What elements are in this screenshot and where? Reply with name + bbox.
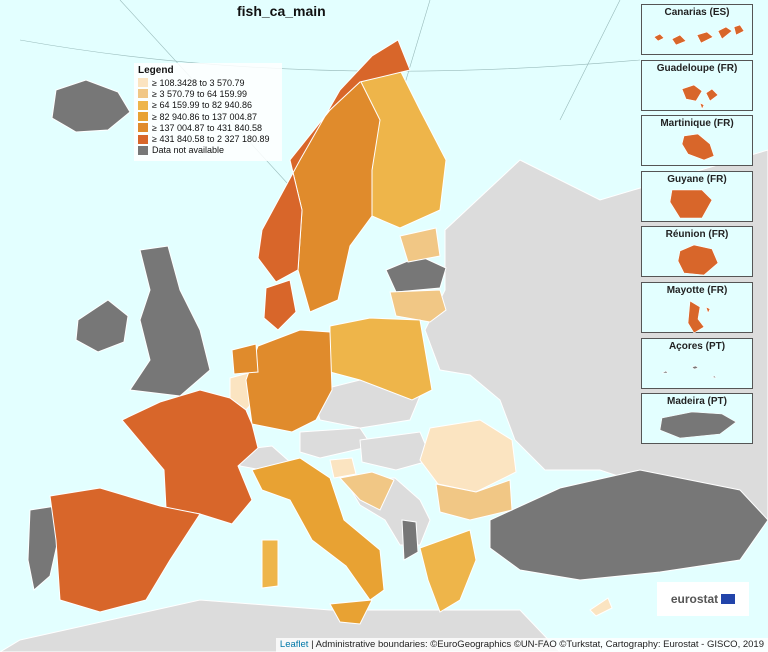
legend-swatch [138, 112, 148, 122]
inset-shape [681, 133, 715, 161]
hungary [359, 431, 433, 471]
class2-countries [339, 227, 513, 521]
inset-map[interactable]: Réunion (FR) [641, 226, 753, 278]
greece [419, 529, 477, 613]
legend-item: Data not available [138, 145, 278, 156]
cyprus [589, 597, 613, 617]
attribution-text: | Administrative boundaries: ©EuroGeogra… [308, 639, 764, 650]
inset-title: Mayotte (FR) [666, 285, 728, 296]
legend-item: ≥ 3 570.79 to 64 159.99 [138, 88, 278, 99]
italy [251, 457, 385, 601]
leaflet-link[interactable]: Leaflet [279, 639, 309, 650]
inset-map[interactable]: Martinique (FR) [641, 115, 753, 167]
iceland [51, 79, 131, 133]
legend-swatch [138, 78, 148, 88]
inset-map[interactable]: Guyane (FR) [641, 170, 753, 222]
legend: Legend ≥ 108.3428 to 3 570.79 ≥ 3 570.79 … [134, 63, 282, 161]
turkey [489, 469, 768, 581]
sardinia-corsica [261, 539, 279, 589]
inset-title: Martinique (FR) [660, 118, 734, 130]
legend-label: Data not available [152, 145, 225, 156]
inset-map[interactable]: Madeira (PT) [641, 393, 753, 445]
inset-title: Canarias (ES) [664, 7, 730, 18]
inset-shape [687, 300, 711, 333]
inset-title: Madeira (PT) [666, 396, 727, 408]
class3-countries [261, 69, 477, 613]
no-data-countries [27, 79, 768, 591]
spain [49, 487, 201, 613]
germany [245, 329, 333, 433]
class6-countries [49, 39, 411, 613]
estonia [399, 227, 441, 263]
legend-swatch [138, 134, 148, 144]
croatia [339, 471, 395, 511]
legend-swatch [138, 145, 148, 155]
inset-shape [659, 411, 737, 439]
eurostat-logo-text: eurostat [670, 592, 719, 606]
legend-title: Legend [138, 65, 174, 76]
class4-countries [251, 457, 385, 625]
attribution: Leaflet | Administrative boundaries: ©Eu… [275, 638, 768, 652]
latvia [385, 255, 447, 293]
netherlands [231, 343, 259, 375]
legend-swatch [138, 89, 148, 99]
slovenia [329, 457, 357, 479]
sweden [289, 79, 381, 313]
france [121, 389, 259, 525]
sicily [329, 599, 373, 625]
inset-map[interactable]: Mayotte (FR) [641, 282, 753, 333]
legend-item: ≥ 82 940.86 to 137 004.87 [138, 111, 278, 122]
inset-title: Réunion (FR) [665, 229, 729, 241]
legend-swatch [138, 123, 148, 133]
legend-label: ≥ 108.3428 to 3 570.79 [152, 77, 245, 88]
poland [329, 317, 433, 401]
romania [419, 419, 517, 493]
legend-label: ≥ 431 840.58 to 2 327 180.89 [152, 134, 270, 145]
denmark [263, 279, 297, 331]
inset-shape [661, 365, 717, 379]
inset-map[interactable]: Guadeloupe (FR) [641, 59, 753, 111]
legend-swatch [138, 100, 148, 110]
inset-title: Guadeloupe (FR) [656, 62, 738, 74]
bulgaria [435, 479, 513, 521]
inset-title: Açores (PT) [668, 340, 726, 352]
legend-item: ≥ 431 840.58 to 2 327 180.89 [138, 133, 278, 144]
lithuania [389, 289, 447, 323]
uk [129, 245, 211, 397]
inset-shape [677, 245, 719, 276]
legend-label: ≥ 64 159.99 to 82 940.86 [152, 100, 253, 111]
legend-label: ≥ 82 940.86 to 137 004.87 [152, 111, 258, 122]
legend-label: ≥ 3 570.79 to 64 159.99 [152, 88, 248, 99]
ireland [75, 299, 129, 353]
albania [401, 519, 419, 561]
legend-label: ≥ 137 004.87 to 431 840.58 [152, 122, 263, 133]
inset-map[interactable]: Canarias (ES) [641, 4, 753, 55]
austria [299, 427, 373, 459]
legend-item: ≥ 108.3428 to 3 570.79 [138, 77, 278, 88]
inset-map[interactable]: Açores (PT) [641, 337, 753, 389]
legend-item: ≥ 137 004.87 to 431 840.58 [138, 122, 278, 133]
norway [257, 39, 411, 283]
eu-flag-icon [721, 594, 736, 604]
inset-shape [669, 189, 713, 219]
legend-item: ≥ 64 159.99 to 82 940.86 [138, 100, 278, 111]
inset-title: Guyane (FR) [667, 173, 727, 185]
map-title: fish_ca_main [237, 3, 326, 19]
inset-shape [653, 24, 745, 46]
inset-shape [681, 84, 719, 110]
eurostat-logo[interactable]: eurostat [657, 582, 749, 616]
